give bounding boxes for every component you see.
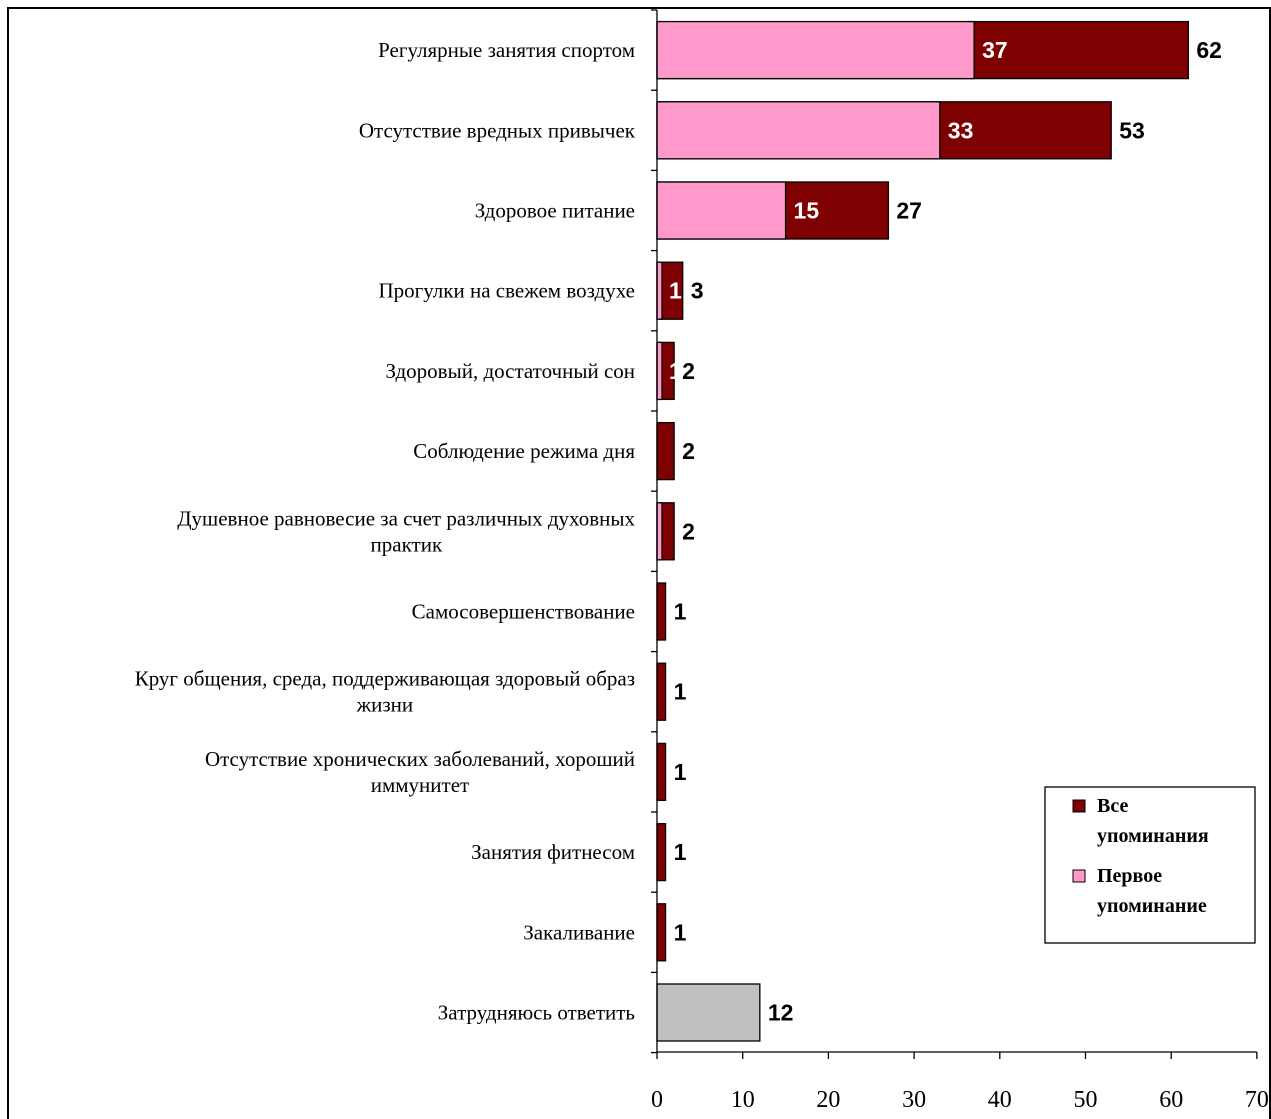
- bar-all-mentions: [656, 742, 667, 802]
- bar-first-mention: [656, 261, 663, 320]
- bar-first-mention: [656, 181, 787, 240]
- x-tick-label: 70: [1245, 1087, 1269, 1113]
- chart-frame: [7, 7, 1271, 1119]
- value-label-first: 37: [982, 37, 1008, 63]
- bar-difficult-to-answer: [656, 983, 761, 1042]
- category-label: Затрудняюсь ответить: [438, 1001, 635, 1025]
- value-label-all: 3: [691, 278, 704, 304]
- x-tick-label: 40: [988, 1087, 1012, 1113]
- x-tick-label: 0: [651, 1087, 663, 1113]
- category-label: Прогулки на свежем воздухе: [378, 279, 635, 303]
- category-label: Соблюдение режима дня: [413, 439, 635, 463]
- bar-first-mention: [656, 20, 975, 80]
- category-label: Отсутствие вредных привычек: [359, 118, 636, 142]
- x-tick-label: 10: [731, 1087, 755, 1113]
- value-label-all: 2: [682, 438, 695, 464]
- x-tick-label: 20: [816, 1087, 840, 1113]
- value-label-all: 2: [682, 518, 695, 544]
- value-label-all: 53: [1119, 117, 1145, 143]
- x-tick-label: 50: [1074, 1087, 1098, 1113]
- value-label-first: 1: [669, 358, 682, 384]
- category-label: иммунитет: [371, 773, 469, 797]
- category-label: Круг общения, среда, поддерживающая здор…: [135, 667, 635, 691]
- category-label: Здоровый, достаточный сон: [386, 359, 636, 383]
- value-label-all: 1: [674, 839, 687, 865]
- legend-box: [1044, 786, 1256, 944]
- value-label-all: 62: [1196, 37, 1222, 63]
- bar-all-mentions: [656, 662, 667, 721]
- bar-first-mention: [656, 341, 663, 401]
- legend-label: упоминания: [1097, 825, 1209, 847]
- category-label: Закаливание: [523, 920, 635, 944]
- value-label-all: 27: [896, 198, 922, 224]
- category-label: Душевное равновесие за счет различных ду…: [177, 506, 635, 530]
- value-label-first: 33: [948, 117, 974, 143]
- value-label-all: 1: [674, 919, 687, 945]
- category-label: практик: [371, 532, 443, 556]
- bar-all-mentions: [656, 903, 667, 962]
- legend-swatch: [1072, 799, 1086, 813]
- value-label-all: 2: [682, 358, 695, 384]
- legend-label: упоминание: [1097, 895, 1207, 917]
- category-label: Занятия фитнесом: [471, 840, 635, 864]
- legend-swatch: [1072, 869, 1086, 883]
- value-label-all: 1: [674, 599, 687, 625]
- value-label-all: 1: [674, 759, 687, 785]
- bar-first-mention: [656, 502, 663, 561]
- value-label-first: 15: [794, 198, 820, 224]
- category-label: Отсутствие хронических заболеваний, хоро…: [205, 747, 635, 771]
- value-label-all: 1: [674, 679, 687, 705]
- bar-all-mentions: [656, 582, 667, 641]
- category-label: Регулярные занятия спортом: [378, 38, 635, 62]
- x-tick-label: 30: [902, 1087, 926, 1113]
- bar-all-mentions: [656, 421, 675, 481]
- category-label: Здоровое питание: [475, 199, 635, 223]
- bar-first-mention: [656, 101, 941, 160]
- category-label: Самосовершенствование: [412, 600, 635, 624]
- legend-label: Первое: [1097, 865, 1162, 887]
- category-label: жизни: [356, 693, 414, 717]
- value-label-all: 12: [768, 1000, 794, 1026]
- x-tick-label: 60: [1159, 1087, 1183, 1113]
- value-label-first: 1: [669, 278, 682, 304]
- bar-all-mentions: [656, 822, 667, 882]
- legend-label: Все: [1097, 795, 1128, 817]
